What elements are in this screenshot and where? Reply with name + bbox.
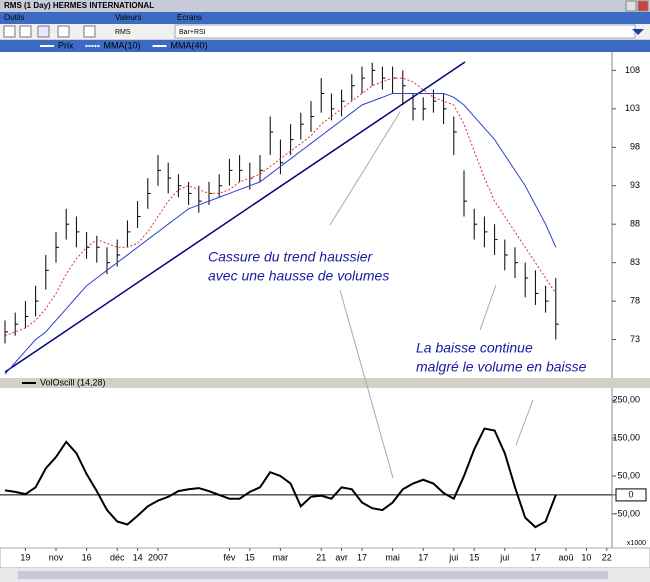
arrow bbox=[515, 399, 534, 446]
series-line bbox=[4, 77, 557, 337]
screen-field[interactable] bbox=[174, 24, 636, 39]
annotation-arrows bbox=[329, 111, 534, 479]
y-tick-label: 108 bbox=[625, 65, 640, 75]
plot-bg bbox=[0, 52, 612, 548]
tool-icon[interactable] bbox=[37, 25, 50, 38]
toolbar-section: Outils bbox=[4, 13, 24, 22]
title-bar bbox=[0, 0, 650, 12]
y-tick-label: 88 bbox=[630, 219, 640, 229]
y-tick-label: 0 bbox=[628, 489, 633, 499]
y-tick-label: 93 bbox=[630, 180, 640, 190]
scroll-thumb[interactable] bbox=[18, 571, 608, 579]
tool-icon[interactable] bbox=[3, 25, 16, 38]
axis-bg bbox=[612, 52, 650, 548]
minimize-button[interactable] bbox=[625, 0, 637, 12]
annotation: La baisse continue bbox=[416, 340, 533, 356]
x-tick-label: 14 bbox=[133, 552, 143, 562]
x-tick-label: 21 bbox=[316, 552, 326, 562]
x-tick-label: 10 bbox=[581, 552, 591, 562]
x-tick-label: 17 bbox=[530, 552, 540, 562]
x-tick-label: 2007 bbox=[148, 552, 168, 562]
screen-name: Bar+RSI bbox=[179, 29, 206, 36]
annotation: avec une hausse de volumes bbox=[208, 268, 389, 284]
arrow bbox=[479, 284, 497, 331]
legend-entry: MMA(40) bbox=[171, 40, 208, 50]
toolbar-header bbox=[0, 12, 650, 24]
x-tick-label: fév bbox=[223, 552, 236, 562]
x-tick-label: 19 bbox=[20, 552, 30, 562]
y-tick-label: 98 bbox=[630, 142, 640, 152]
x-tick-label: 15 bbox=[245, 552, 255, 562]
x-tick-label: mai bbox=[385, 552, 400, 562]
x-tick-label: 17 bbox=[418, 552, 428, 562]
dropdown-arrow[interactable] bbox=[632, 29, 644, 35]
arrow bbox=[339, 289, 394, 479]
toolbar-section: Valeurs bbox=[115, 13, 142, 22]
y-tick-label: 73 bbox=[630, 334, 640, 344]
x-tick-label: nov bbox=[49, 552, 64, 562]
trend-line bbox=[4, 61, 466, 373]
x-tick-label: jui bbox=[448, 552, 458, 562]
x-tick-label: aoû bbox=[558, 552, 573, 562]
tool-icon[interactable] bbox=[57, 25, 70, 38]
zero-box bbox=[615, 488, 647, 502]
panel-separator bbox=[0, 378, 650, 388]
x-tick-label: 17 bbox=[357, 552, 367, 562]
tool-icon[interactable] bbox=[83, 25, 96, 38]
symbol-field: RMS bbox=[115, 29, 131, 36]
series-line bbox=[4, 92, 557, 375]
arrow bbox=[329, 111, 401, 226]
x-tick-label: jui bbox=[499, 552, 509, 562]
toolbar-section: Ecrans bbox=[177, 13, 202, 22]
y-tick-label: 103 bbox=[625, 103, 640, 113]
y-tick-label: 83 bbox=[630, 257, 640, 267]
x-tick-label: déc bbox=[110, 552, 125, 562]
legend-entry: VolOscill (14,28) bbox=[40, 377, 106, 387]
x-tick-label: 15 bbox=[469, 552, 479, 562]
x-tick-label: mar bbox=[273, 552, 289, 562]
tool-icon[interactable] bbox=[19, 25, 32, 38]
y-tick-label: 78 bbox=[630, 295, 640, 305]
y-tick-label: -50,00 bbox=[614, 508, 640, 518]
y-tick-label: 250,00 bbox=[612, 395, 640, 405]
legend-entry: Prix bbox=[58, 40, 74, 50]
x-tick-label: 22 bbox=[602, 552, 612, 562]
chart-tabbar bbox=[0, 40, 650, 52]
annotation: malgré le volume en baisse bbox=[416, 359, 587, 375]
unit-label: x1000 bbox=[627, 540, 646, 547]
x-tick-label: 16 bbox=[82, 552, 92, 562]
x-tick-label: avr bbox=[335, 552, 348, 562]
toolbar-icons bbox=[3, 25, 96, 38]
y-tick-label: 50,00 bbox=[617, 470, 640, 480]
legend-entry: MMA(10) bbox=[104, 40, 141, 50]
series-line bbox=[4, 427, 557, 529]
y-tick-label: 150,00 bbox=[612, 432, 640, 442]
close-button[interactable] bbox=[637, 0, 649, 12]
window-title: RMS (1 Day) HERMES INTERNATIONAL bbox=[4, 1, 154, 10]
annotation: Cassure du trend haussier bbox=[208, 249, 374, 265]
